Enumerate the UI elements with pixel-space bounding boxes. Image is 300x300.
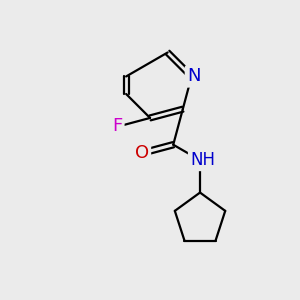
Text: O: O [135, 144, 149, 162]
Text: NH: NH [190, 151, 215, 169]
Text: F: F [112, 117, 122, 135]
Text: N: N [187, 68, 200, 85]
